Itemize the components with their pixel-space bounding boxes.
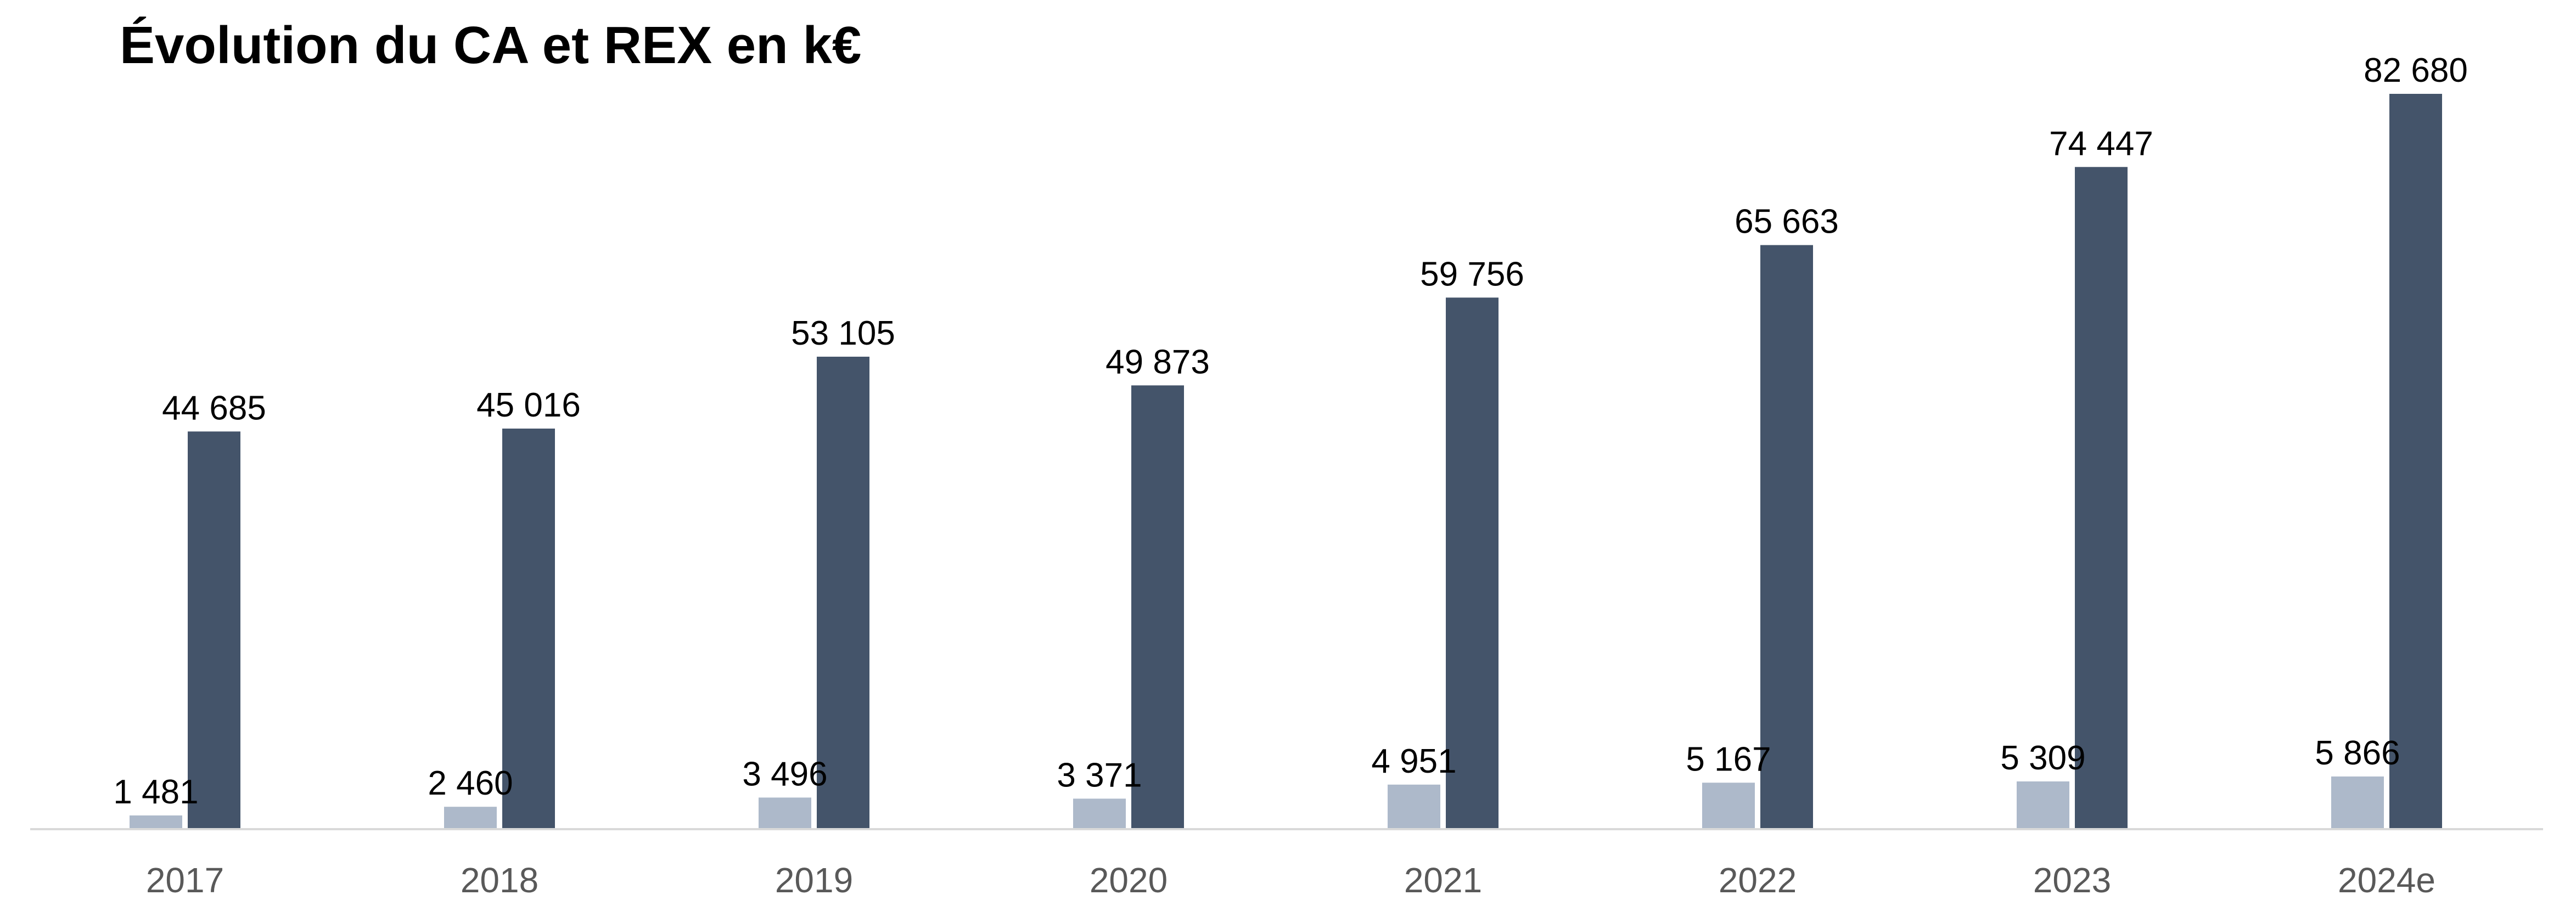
data-label-series-2-2021: 59 756 xyxy=(1420,255,1524,293)
data-label-series-2-2018: 45 016 xyxy=(476,386,581,424)
data-label-series-2-2023: 74 447 xyxy=(2049,125,2153,162)
data-label-series-1-2022: 5 167 xyxy=(1686,740,1771,778)
bar-series-2-2017 xyxy=(188,431,240,829)
bars-layer xyxy=(130,94,2442,829)
bar-series-1-2019 xyxy=(759,797,811,829)
x-tick-label-2017: 2017 xyxy=(146,860,224,900)
bar-series-1-2021 xyxy=(1388,784,1440,829)
bar-series-2-2021 xyxy=(1446,297,1499,829)
x-tick-label-2019: 2019 xyxy=(775,860,853,900)
bar-series-1-2018 xyxy=(444,807,497,829)
bar-series-2-2020 xyxy=(1131,385,1184,829)
bar-series-1-2023 xyxy=(2017,781,2069,829)
data-label-series-1-2020: 3 371 xyxy=(1057,756,1142,794)
data-label-series-2-2022: 65 663 xyxy=(1735,203,1839,241)
x-tick-labels: 2017 2018 2019 2020 2021 2022 2023 2024e xyxy=(146,860,2435,900)
data-label-series-1-2021: 4 951 xyxy=(1371,742,1456,780)
data-label-series-1-2024e: 5 866 xyxy=(2315,734,2400,772)
bar-series-2-2024e xyxy=(2389,94,2442,829)
bar-series-2-2022 xyxy=(1760,245,1813,829)
x-tick-label-2024e: 2024e xyxy=(2338,860,2435,900)
bar-series-2-2023 xyxy=(2075,167,2128,829)
data-label-series-2-2020: 49 873 xyxy=(1105,343,1210,381)
data-label-series-1-2023: 5 309 xyxy=(2000,739,2085,777)
labels-layer: 1 481 44 685 2 460 45 016 3 496 53 105 3 371 49… xyxy=(113,52,2467,811)
data-label-series-2-2017: 44 685 xyxy=(162,389,266,427)
data-label-series-1-2019: 3 496 xyxy=(742,755,827,793)
bar-series-1-2024e xyxy=(2331,776,2384,829)
bar-series-2-2018 xyxy=(502,429,555,829)
data-label-series-1-2018: 2 460 xyxy=(428,764,513,802)
x-tick-label-2021: 2021 xyxy=(1404,860,1482,900)
bar-series-1-2020 xyxy=(1073,798,1126,829)
x-tick-label-2022: 2022 xyxy=(1719,860,1797,900)
bar-series-1-2022 xyxy=(1702,783,1755,829)
bar-series-1-2017 xyxy=(130,815,182,829)
x-tick-label-2018: 2018 xyxy=(461,860,538,900)
chart-title: Évolution du CA et REX en k€ xyxy=(120,16,862,75)
data-label-series-2-2024e: 82 680 xyxy=(2364,52,2468,89)
data-label-series-1-2017: 1 481 xyxy=(113,773,198,811)
x-tick-label-2023: 2023 xyxy=(2033,860,2111,900)
x-tick-label-2020: 2020 xyxy=(1090,860,1168,900)
bar-series-2-2019 xyxy=(817,357,869,829)
data-label-series-2-2019: 53 105 xyxy=(791,314,895,352)
